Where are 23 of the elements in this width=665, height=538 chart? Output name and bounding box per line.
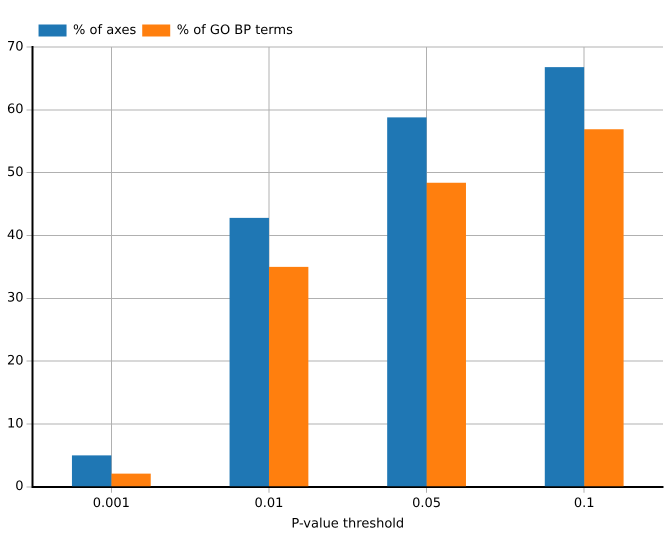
bar (387, 117, 427, 486)
y-tick-label: 50 (6, 165, 24, 180)
x-tick-label: 0.001 (92, 496, 130, 511)
x-tick-label: 0.05 (412, 496, 442, 511)
bar (230, 218, 269, 486)
y-tick-label: 60 (6, 102, 24, 118)
x-axis-title: P-value threshold (291, 516, 404, 532)
bar (544, 67, 584, 486)
y-tick-label: 30 (6, 290, 24, 306)
x-tick-label: 0.1 (574, 496, 595, 511)
y-tick-label: 20 (6, 354, 24, 369)
y-tick-label: 40 (6, 228, 24, 243)
y-tick-label: 70 (6, 39, 24, 54)
legend-label: % of axes (73, 22, 136, 38)
bar (584, 129, 624, 486)
bar (426, 182, 466, 486)
y-tick-label: 0 (15, 479, 24, 494)
bar (72, 455, 112, 486)
x-tick-label: 0.01 (254, 496, 284, 511)
y-tick-label: 10 (6, 416, 24, 432)
bar (268, 266, 308, 486)
legend-label: % of GO BP terms (176, 22, 294, 38)
bar (111, 474, 151, 486)
